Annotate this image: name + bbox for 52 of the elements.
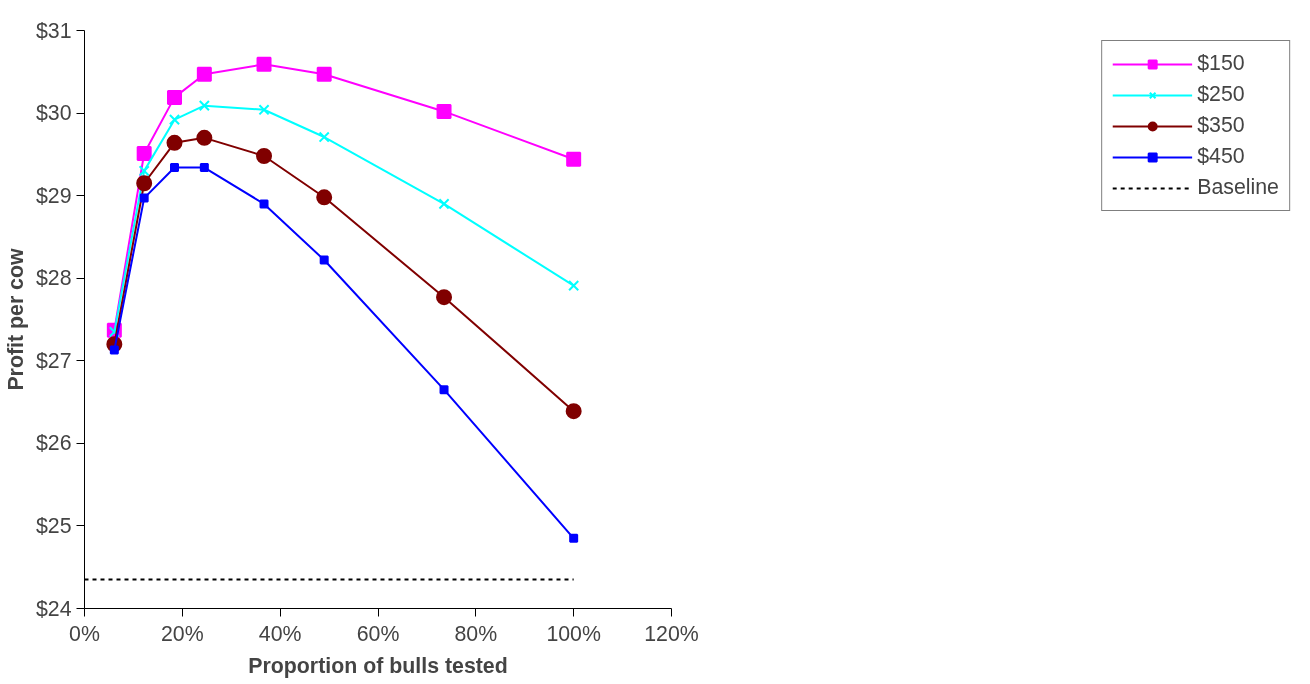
y-axis-title: Profit per cow xyxy=(3,247,28,391)
y-tick-label: $25 xyxy=(35,513,72,538)
point xyxy=(566,151,582,167)
point xyxy=(139,193,149,203)
point xyxy=(199,163,209,173)
point xyxy=(170,163,180,173)
legend-label: $150 xyxy=(1197,51,1245,76)
legend-label: Baseline xyxy=(1197,175,1279,200)
point xyxy=(167,89,183,105)
point xyxy=(166,134,183,151)
y-tick-label: $30 xyxy=(35,101,72,126)
y-tick-label: $29 xyxy=(35,183,72,208)
point xyxy=(256,56,272,72)
y-tick-label: $27 xyxy=(35,348,72,373)
y-tick-label: $28 xyxy=(35,266,72,291)
point xyxy=(196,129,213,146)
point xyxy=(168,114,181,126)
x-tick-label: 100% xyxy=(546,621,601,646)
point xyxy=(259,199,269,209)
point xyxy=(568,280,580,292)
y-tick-label: $31 xyxy=(35,18,72,43)
point xyxy=(316,189,333,206)
point xyxy=(136,146,152,162)
point xyxy=(438,198,450,210)
x-tick-label: 80% xyxy=(454,621,498,646)
legend-label: $350 xyxy=(1197,113,1245,138)
point xyxy=(256,148,273,164)
point xyxy=(436,289,453,306)
legend-label: $450 xyxy=(1197,144,1245,169)
point xyxy=(565,403,582,420)
point xyxy=(318,131,330,143)
point xyxy=(108,326,120,338)
y-tick-label: $26 xyxy=(35,431,72,456)
y-tick-label: $24 xyxy=(35,596,72,621)
x-tick-label: 60% xyxy=(356,621,400,646)
point xyxy=(316,66,332,82)
point xyxy=(569,533,579,543)
point xyxy=(138,165,150,177)
point xyxy=(198,100,210,112)
point xyxy=(436,103,452,119)
point xyxy=(109,345,119,355)
point xyxy=(319,255,329,265)
x-tick-label: 40% xyxy=(258,621,302,646)
point xyxy=(136,175,153,192)
legend-label: $250 xyxy=(1197,82,1245,107)
x-axis-title: Proportion of bulls tested xyxy=(248,653,508,678)
x-tick-label: 0% xyxy=(69,621,100,646)
point xyxy=(439,385,449,395)
x-tick-label: 120% xyxy=(644,621,699,646)
point xyxy=(258,104,270,116)
x-tick-label: 20% xyxy=(160,621,204,646)
point xyxy=(196,66,212,82)
